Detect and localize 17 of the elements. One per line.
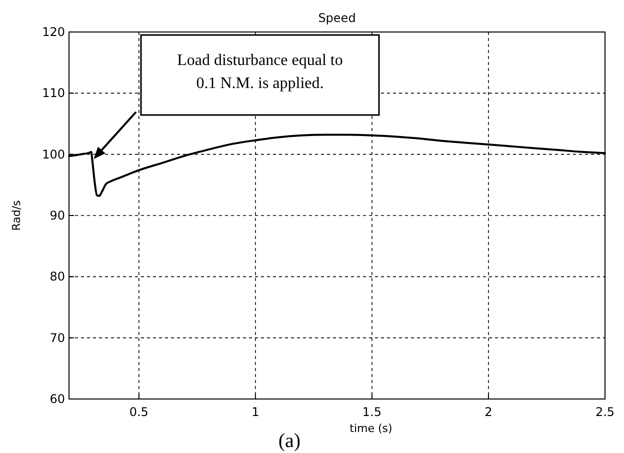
chart-title: Speed: [318, 11, 356, 25]
y-tick-label: 100: [42, 147, 65, 162]
text: (a): [278, 430, 301, 452]
y-tick-label: 70: [50, 330, 65, 345]
x-tick-label: 2.5: [595, 405, 615, 419]
x-tick-label: 2: [484, 405, 492, 419]
x-axis-title: time (s): [350, 422, 392, 435]
x-tick-label: 0.5: [129, 405, 148, 419]
x-tick-label: 1.5: [362, 405, 382, 419]
y-tick-label: 90: [50, 208, 65, 222]
y-tick-label: 110: [42, 86, 65, 100]
y-tick-label: 80: [50, 270, 65, 284]
y-axis-title: Rad/s: [10, 200, 23, 231]
x-tick-label: 1: [252, 405, 260, 419]
y-tick-label: 120: [42, 25, 65, 39]
y-tick-label: 60: [50, 392, 65, 406]
annotation: Load disturbance equal to 0.1 N.M. is applied.: [177, 52, 343, 92]
